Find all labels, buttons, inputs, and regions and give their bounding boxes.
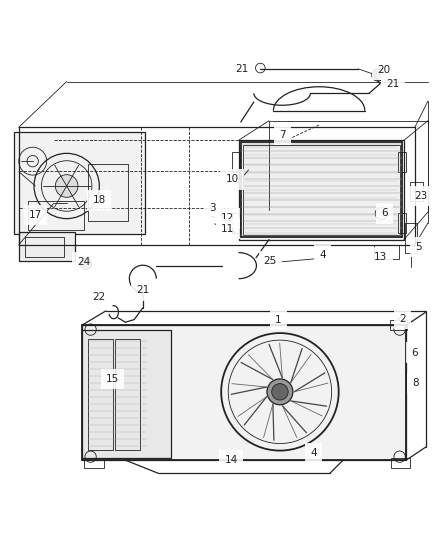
Text: 14: 14	[225, 455, 238, 465]
Bar	[82, 329, 171, 458]
Text: 22: 22	[93, 292, 106, 302]
Circle shape	[55, 175, 78, 197]
Bar	[19, 232, 75, 261]
Text: 21: 21	[136, 286, 149, 295]
Text: 21: 21	[236, 64, 249, 74]
Bar	[374, 245, 399, 259]
Bar	[398, 213, 406, 232]
Bar	[241, 142, 402, 237]
Circle shape	[372, 69, 384, 81]
Text: 1: 1	[275, 314, 282, 325]
Bar	[405, 223, 417, 254]
Text: 6: 6	[381, 208, 388, 219]
Text: 13: 13	[374, 252, 388, 262]
Bar	[398, 152, 406, 172]
Text: 15: 15	[106, 374, 119, 384]
Text: 20: 20	[377, 65, 390, 75]
Bar	[243, 144, 399, 235]
Text: 4: 4	[319, 250, 326, 260]
Text: 6: 6	[412, 348, 418, 358]
Text: 2: 2	[399, 314, 406, 324]
Bar	[232, 213, 240, 232]
Text: 24: 24	[78, 257, 91, 267]
Bar	[391, 458, 410, 467]
Bar	[28, 201, 84, 230]
Bar	[88, 164, 127, 221]
Text: 12: 12	[221, 213, 234, 223]
Text: 7: 7	[279, 130, 286, 140]
Bar	[116, 339, 140, 450]
Bar	[82, 325, 406, 460]
Bar	[239, 140, 404, 239]
Circle shape	[272, 384, 288, 400]
Text: 5: 5	[415, 242, 422, 252]
Bar	[232, 152, 240, 172]
Text: 21: 21	[386, 79, 400, 88]
Text: 23: 23	[414, 191, 427, 201]
Text: 11: 11	[221, 224, 234, 234]
Bar	[88, 339, 113, 450]
Bar	[390, 320, 407, 329]
Text: 4: 4	[311, 448, 317, 458]
Text: 18: 18	[93, 196, 106, 205]
Text: 3: 3	[210, 203, 216, 213]
Text: 8: 8	[413, 378, 419, 388]
Bar	[14, 132, 145, 234]
Text: 17: 17	[29, 210, 42, 220]
Bar	[25, 237, 64, 257]
Bar	[84, 458, 104, 467]
Circle shape	[267, 379, 293, 405]
Text: 10: 10	[226, 174, 239, 184]
Bar	[82, 325, 406, 460]
Bar	[410, 182, 423, 201]
Text: 25: 25	[264, 256, 277, 266]
Circle shape	[80, 258, 92, 270]
